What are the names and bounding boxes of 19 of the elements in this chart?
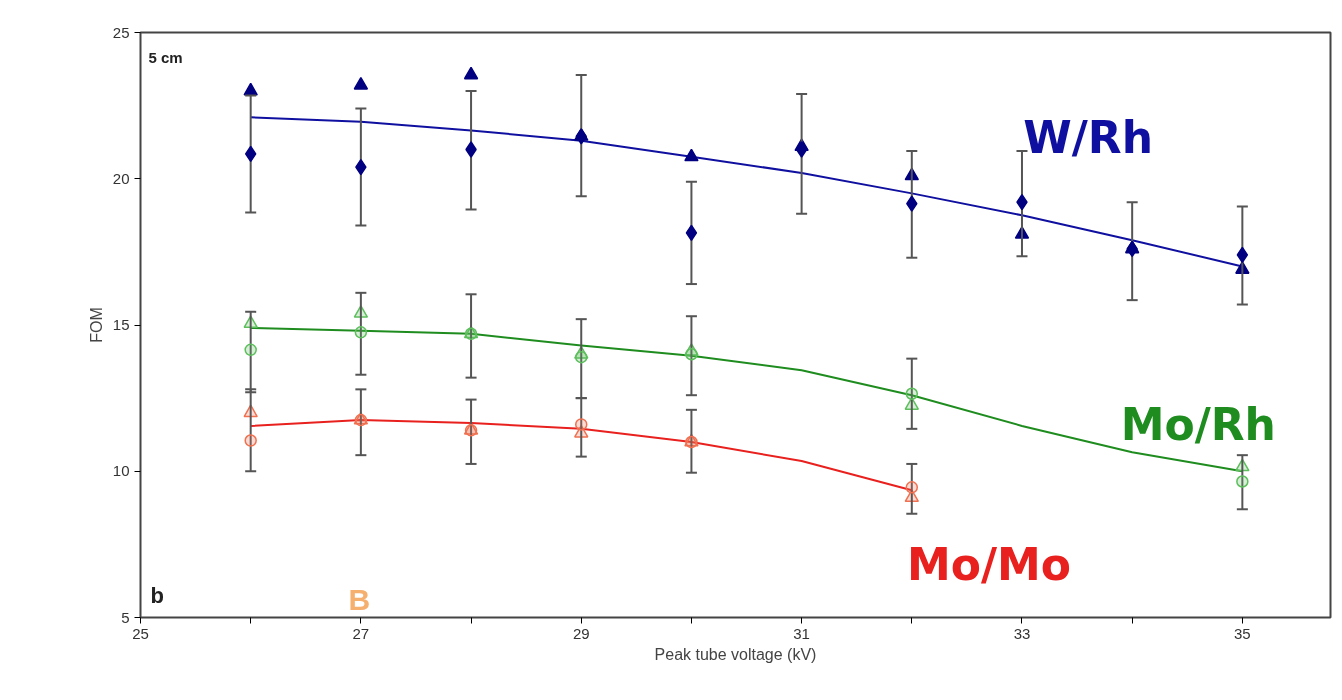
x-tick-label: 25	[132, 624, 149, 642]
y-tick-label: 20	[112, 169, 130, 187]
series-label: Mo/Rh	[1120, 398, 1276, 450]
x-tick-label: 27	[352, 624, 370, 642]
y-tick-label: 5	[121, 608, 130, 626]
y-tick-label: 15	[112, 316, 130, 333]
x-axis-title: Peak tube voltage (kV)	[654, 645, 817, 663]
y-axis-title: FOM	[87, 307, 105, 343]
series-label: W/Rh	[1023, 112, 1153, 164]
series-label: Mo/Mo	[906, 539, 1071, 591]
x-tick-label: 29	[572, 624, 590, 642]
y-tick-label: 10	[112, 462, 130, 480]
y-tick-label: 25	[112, 23, 130, 41]
annotation: B	[348, 582, 371, 616]
x-tick-label: 33	[1013, 624, 1031, 642]
x-tick-label: 31	[793, 624, 810, 642]
annotation: b	[150, 582, 164, 608]
x-tick-label: 35	[1234, 624, 1251, 642]
annotation: 5 cm	[148, 48, 183, 66]
